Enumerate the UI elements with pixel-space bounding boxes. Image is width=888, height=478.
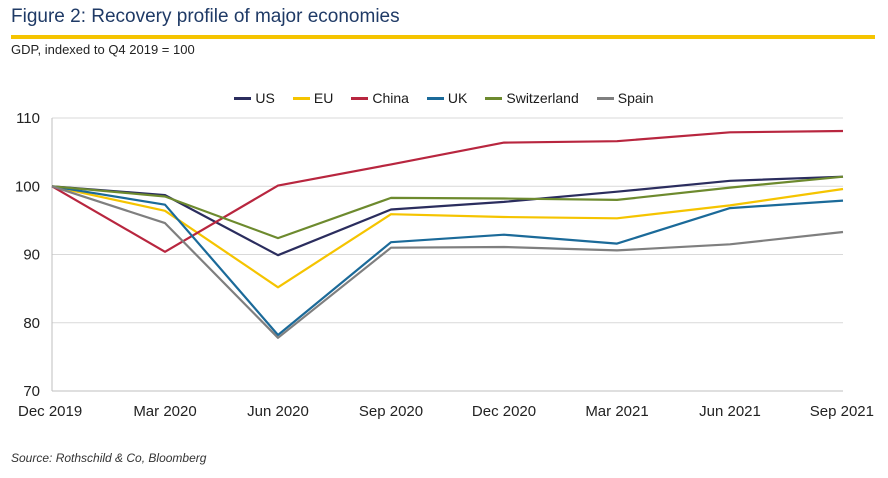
title-underline (11, 35, 875, 39)
figure-title: Figure 2: Recovery profile of major econ… (11, 6, 400, 27)
x-tick-label: Mar 2020 (133, 403, 196, 420)
legend-label: Spain (617, 90, 654, 106)
legend-swatch (596, 96, 614, 100)
legend-item-spain: Spain (596, 90, 654, 106)
legend-swatch (234, 96, 252, 100)
legend-item-uk: UK (426, 90, 468, 106)
legend-item-switzerland: Switzerland (485, 90, 579, 106)
legend-swatch (485, 96, 503, 100)
legend-label: US (255, 90, 275, 106)
legend-item-eu: EU (292, 90, 334, 106)
x-tick-label: Sep 2021 (810, 403, 874, 420)
chart-subtitle: GDP, indexed to Q4 2019 = 100 (11, 42, 195, 57)
legend-label: Switzerland (506, 90, 579, 106)
series-line-switzerland (51, 175, 844, 240)
legend-item-china: China (351, 90, 409, 106)
y-tick-label: 110 (16, 110, 40, 127)
legend-item-us: US (234, 90, 275, 106)
y-tick-label: 80 (23, 315, 40, 332)
series-line-eu (51, 185, 844, 289)
x-tick-label: Mar 2021 (585, 403, 648, 420)
y-tick-label: 90 (23, 247, 40, 264)
chart-legend: US EU China UK Switzerland Spain (0, 90, 888, 106)
x-tick-label: Jun 2021 (699, 403, 761, 420)
x-tick-label: Jun 2020 (247, 403, 309, 420)
legend-swatch (426, 96, 444, 100)
y-tick-label: 70 (23, 383, 40, 400)
source-note: Source: Rothschild & Co, Bloomberg (11, 451, 207, 465)
legend-label: China (372, 90, 409, 106)
legend-label: EU (313, 90, 334, 106)
y-tick-label: 100 (15, 178, 40, 195)
series-line-uk (51, 185, 844, 337)
x-tick-label: Dec 2020 (472, 403, 536, 420)
legend-label: UK (447, 90, 468, 106)
legend-swatch (351, 96, 369, 100)
series-line-china (51, 129, 844, 253)
series-line-us (51, 175, 844, 257)
x-tick-label: Sep 2020 (359, 403, 423, 420)
x-tick-label: Dec 2019 (18, 403, 82, 420)
legend-swatch (292, 96, 310, 100)
series-line-spain (51, 185, 844, 339)
